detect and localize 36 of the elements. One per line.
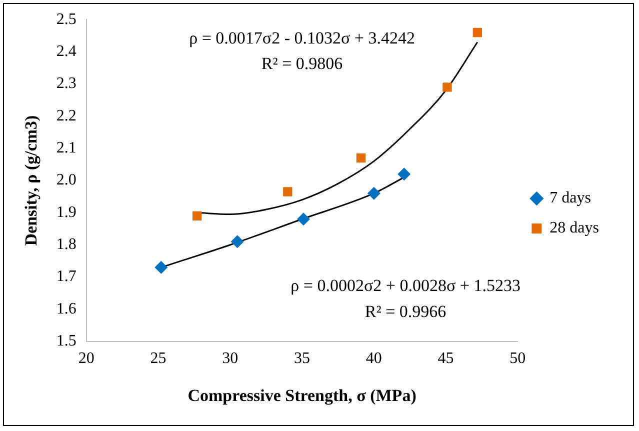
x-tick-label: 25	[150, 350, 166, 368]
y-tick-label: 1.5	[56, 332, 76, 350]
point	[442, 82, 452, 92]
legend-label: 7 days	[550, 190, 591, 207]
annotation: ρ = 0.0017σ2 - 0.1032σ + 3.4242	[189, 28, 415, 48]
annotation: R² = 0.9806	[261, 54, 343, 74]
y-tick-label: 1.6	[56, 300, 76, 318]
y-tick-label: 1.7	[56, 268, 76, 286]
annotation: R² = 0.9966	[364, 302, 446, 321]
point	[230, 235, 244, 248]
point	[154, 260, 168, 274]
x-tick-label: 35	[294, 350, 310, 368]
x-tick-label: 45	[438, 350, 454, 368]
y-tick-label: 2.0	[56, 172, 76, 189]
point	[367, 186, 380, 200]
y-tick-label: 2.4	[56, 42, 76, 60]
point	[296, 212, 310, 226]
y-axis-title: Density, ρ (g/cm3)	[22, 115, 41, 246]
y-tick-label: 1.8	[56, 236, 76, 254]
legend-label: 28 days	[550, 220, 599, 237]
point	[356, 153, 366, 163]
y-tick-label: 2.1	[56, 140, 76, 157]
y-tick-label: 2.3	[56, 75, 76, 92]
x-tick-label: 30	[222, 350, 238, 368]
annotation: ρ = 0.0002σ2 + 0.0028σ + 1.5233	[290, 276, 520, 296]
y-tick-label: 2.2	[56, 107, 76, 124]
point	[283, 187, 292, 196]
x-axis-title: Compressive Strength, σ (MPa)	[188, 386, 416, 406]
x-tick-label: 20	[78, 350, 94, 368]
y-tick-label: 2.5	[56, 10, 76, 28]
point	[472, 28, 482, 38]
x-tick-label: 40	[366, 350, 382, 368]
y-tick-label: 1.9	[56, 204, 76, 221]
point	[398, 168, 411, 181]
x-tick-label: 50	[510, 350, 526, 368]
point	[192, 211, 202, 220]
